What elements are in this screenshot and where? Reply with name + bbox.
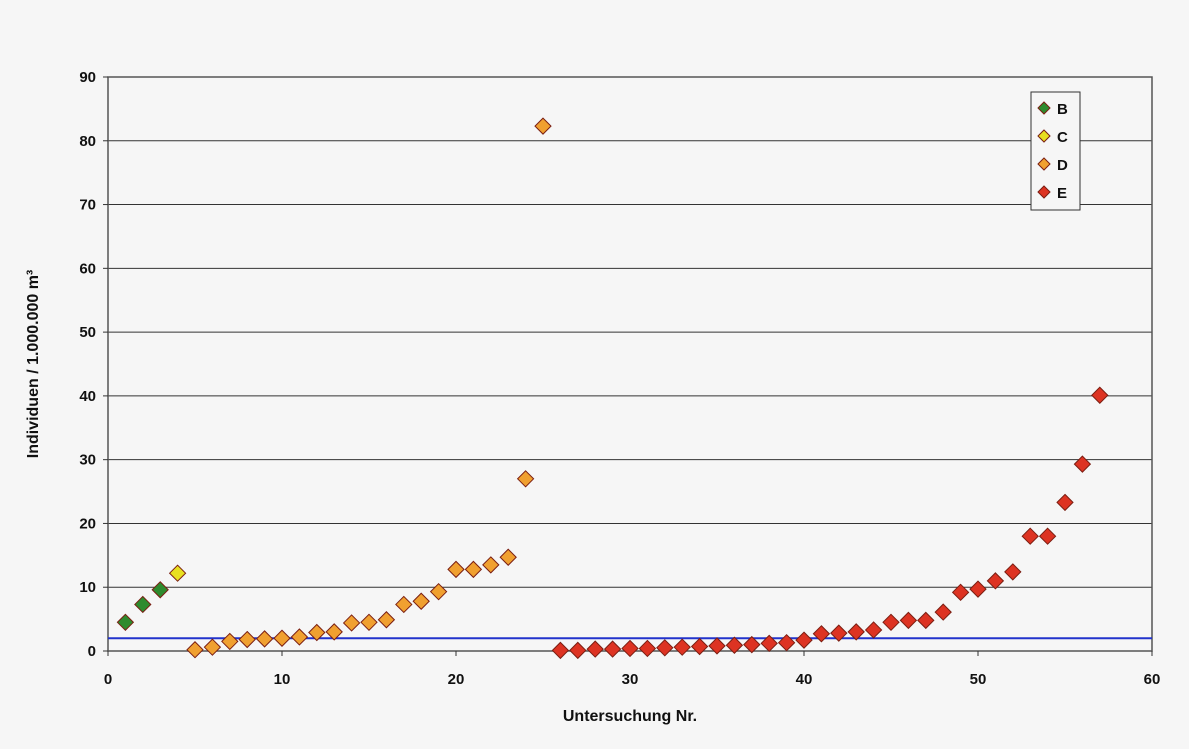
data-point-e	[725, 636, 744, 654]
data-point-d	[221, 632, 239, 651]
data-point-d	[186, 641, 204, 659]
data-point-e	[969, 580, 987, 598]
x-tick-label: 30	[622, 671, 639, 688]
data-point-e	[1091, 386, 1109, 404]
data-point-d	[516, 470, 535, 488]
data-point-e	[760, 634, 778, 653]
y-tick-label: 40	[79, 388, 96, 405]
y-axis-ticks: 0 10 20 30 40 50 60 70 80 90	[79, 69, 108, 660]
legend-label-e: E	[1057, 185, 1067, 202]
data-point-e	[934, 603, 952, 621]
y-tick-label: 60	[79, 260, 96, 277]
x-axis-label: Untersuchung Nr.	[563, 708, 697, 725]
data-point-d	[238, 630, 256, 649]
data-point-c	[168, 564, 187, 582]
legend-label-c: C	[1057, 129, 1068, 146]
data-point-e	[1004, 563, 1022, 581]
x-tick-label: 60	[1144, 671, 1161, 688]
data-point-e	[743, 635, 761, 654]
data-point-e	[1056, 493, 1074, 512]
data-point-e	[847, 623, 865, 641]
data-point-e	[656, 639, 674, 657]
legend-marker-b	[1037, 101, 1051, 115]
data-point-e	[864, 621, 883, 639]
data-point-d	[273, 629, 291, 647]
data-point-e	[830, 624, 848, 642]
y-tick-label: 10	[79, 579, 96, 596]
data-point-e	[708, 637, 726, 655]
data-point-e	[621, 639, 639, 658]
data-point-d	[464, 560, 483, 579]
x-tick-label: 20	[448, 671, 465, 688]
data-point-d	[203, 638, 222, 656]
x-tick-label: 40	[796, 671, 813, 688]
x-tick-label: 50	[970, 671, 987, 688]
data-point-e	[1021, 527, 1039, 545]
data-point-e	[917, 611, 935, 630]
data-point-d	[377, 611, 396, 629]
legend-label-b: B	[1057, 101, 1068, 118]
data-point-e	[551, 641, 570, 660]
data-point-d	[255, 630, 274, 648]
data-point-b	[134, 595, 152, 614]
data-point-d	[290, 628, 309, 646]
y-axis-label: Individuen / 1.000.000 m³	[25, 270, 42, 459]
y-tick-label: 20	[79, 515, 96, 532]
y-tick-label: 70	[79, 197, 96, 214]
legend-label-d: D	[1057, 157, 1068, 174]
plot-area-frame	[107, 76, 1153, 652]
y-tick-label: 30	[79, 452, 96, 469]
data-point-e	[951, 583, 970, 602]
data-point-d	[395, 595, 413, 614]
x-axis-ticks: 0 10 20 30 40 50 60	[104, 651, 1161, 688]
y-tick-label: 50	[79, 324, 96, 341]
data-point-e	[882, 613, 900, 632]
x-tick-label: 10	[274, 671, 291, 688]
legend-marker-e	[1037, 185, 1051, 199]
data-point-e	[586, 640, 604, 658]
data-point-d	[325, 623, 343, 641]
legend-marker-d	[1037, 157, 1051, 171]
data-point-e	[812, 625, 831, 643]
data-point-d	[412, 592, 430, 610]
data-point-e	[1073, 455, 1092, 473]
data-point-e	[603, 640, 622, 658]
data-point-e	[638, 639, 657, 658]
data-point-d	[534, 117, 552, 135]
data-point-e	[899, 611, 918, 630]
data-point-e	[795, 631, 813, 649]
y-tick-label: 0	[88, 643, 96, 660]
y-tick-label: 90	[79, 69, 96, 86]
data-point-d	[499, 548, 517, 566]
data-point-e	[569, 641, 587, 660]
data-point-d	[482, 556, 500, 574]
legend-marker-c	[1037, 129, 1051, 143]
data-point-d	[429, 582, 448, 601]
data-point-d	[360, 613, 378, 632]
data-point-e	[673, 638, 691, 656]
y-tick-label: 80	[79, 133, 96, 150]
data-point-d	[447, 560, 465, 579]
data-point-e	[777, 634, 796, 652]
grid-lines	[108, 140, 1152, 588]
x-tick-label: 0	[104, 671, 112, 688]
data-point-b	[151, 581, 169, 599]
data-point-d	[342, 614, 361, 632]
data-point-e	[1038, 527, 1057, 545]
data-point-b	[116, 613, 135, 632]
data-point-d	[308, 623, 326, 642]
data-point-e	[690, 637, 709, 656]
data-point-e	[986, 572, 1005, 590]
data-points	[116, 117, 1109, 660]
